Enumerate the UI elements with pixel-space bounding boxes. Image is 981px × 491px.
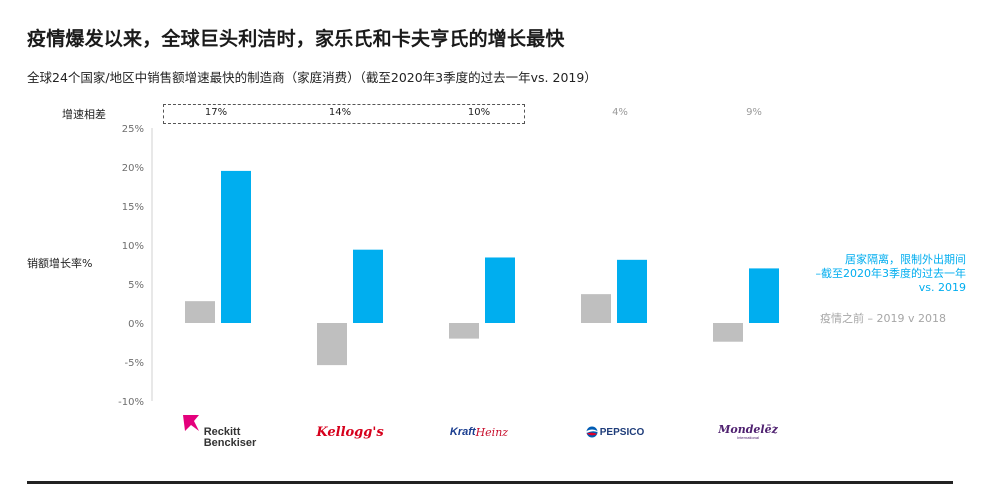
y-tick-label: 0% [128, 319, 144, 330]
bar-current-4 [749, 268, 779, 323]
heinz-logo-text: Heinz [475, 425, 509, 439]
bar-current-3 [617, 259, 647, 323]
growth-gap-value-kelloggs: 14% [328, 107, 352, 118]
reckitt-logo-line-2: Benckiser [203, 437, 257, 449]
y-tick-label: 15% [122, 202, 144, 213]
reckitt-benckiser-logo: Reckitt Benckiser [178, 414, 258, 450]
growth-gap-value-reckitt: 17% [204, 107, 228, 118]
y-tick-label: -5% [125, 358, 144, 369]
reckitt-mark-icon [182, 415, 199, 431]
pepsico-logo: PEPSICO [580, 414, 650, 450]
pepsico-logo-text: PEPSICO [599, 426, 645, 438]
bar-current-1 [353, 249, 383, 323]
kelloggs-logo: Kellogg's [315, 414, 385, 450]
kelloggs-logo-text: Kellogg's [316, 424, 384, 440]
page-title: 疫情爆发以来，全球巨头利洁时，家乐氏和卡夫亨氏的增长最快 [27, 28, 565, 50]
mondelez-logo-text: Mondelēz [718, 423, 778, 436]
legend-current-period: 居家隔离，限制外出期间 –截至2020年3季度的过去一年 vs. 2019 [796, 253, 967, 295]
y-tick-label: 5% [128, 280, 144, 291]
mondelez-logo-subtext: International [736, 435, 759, 440]
bar-before-0 [185, 301, 215, 323]
kraft-heinz-logo: Kraft Heinz [446, 414, 512, 450]
growth-gap-value-mondelez: 9% [746, 107, 762, 118]
legend-current-line-1: 居家隔离，限制外出期间 [845, 253, 966, 266]
growth-gap-value-pepsico: 4% [612, 107, 628, 118]
legend-current-line-3: vs. 2019 [918, 281, 966, 294]
growth-gap-value-kraft-heinz: 10% [467, 107, 491, 118]
kraft-logo-text: Kraft [449, 426, 476, 438]
legend-current-line-2: –截至2020年3季度的过去一年 [815, 267, 967, 280]
pepsico-globe-icon [586, 426, 598, 438]
bar-before-2 [449, 323, 479, 339]
y-axis-label: 销额增长率% [27, 257, 93, 270]
bottom-divider [27, 481, 953, 484]
legend-before-period: 疫情之前 – 2019 v 2018 [820, 312, 946, 325]
growth-gap-label: 增速相差 [62, 108, 106, 121]
bar-current-2 [485, 257, 515, 323]
mondelez-logo: Mondelēz International [712, 414, 784, 450]
page-subtitle: 全球24个国家/地区中销售额增速最快的制造商（家庭消费）（截至2020年3季度的… [27, 70, 597, 85]
reckitt-logo-line-1: Reckitt [203, 426, 241, 438]
y-tick-label: -10% [118, 397, 144, 408]
bar-before-4 [713, 323, 743, 342]
y-tick-label: 20% [122, 163, 144, 174]
bar-before-1 [317, 323, 347, 366]
growth-gap-highlight-box [163, 104, 525, 124]
bar-before-3 [581, 294, 611, 323]
y-tick-label: 10% [122, 241, 144, 252]
y-tick-label: 25% [122, 124, 144, 135]
bar-current-0 [221, 170, 251, 323]
